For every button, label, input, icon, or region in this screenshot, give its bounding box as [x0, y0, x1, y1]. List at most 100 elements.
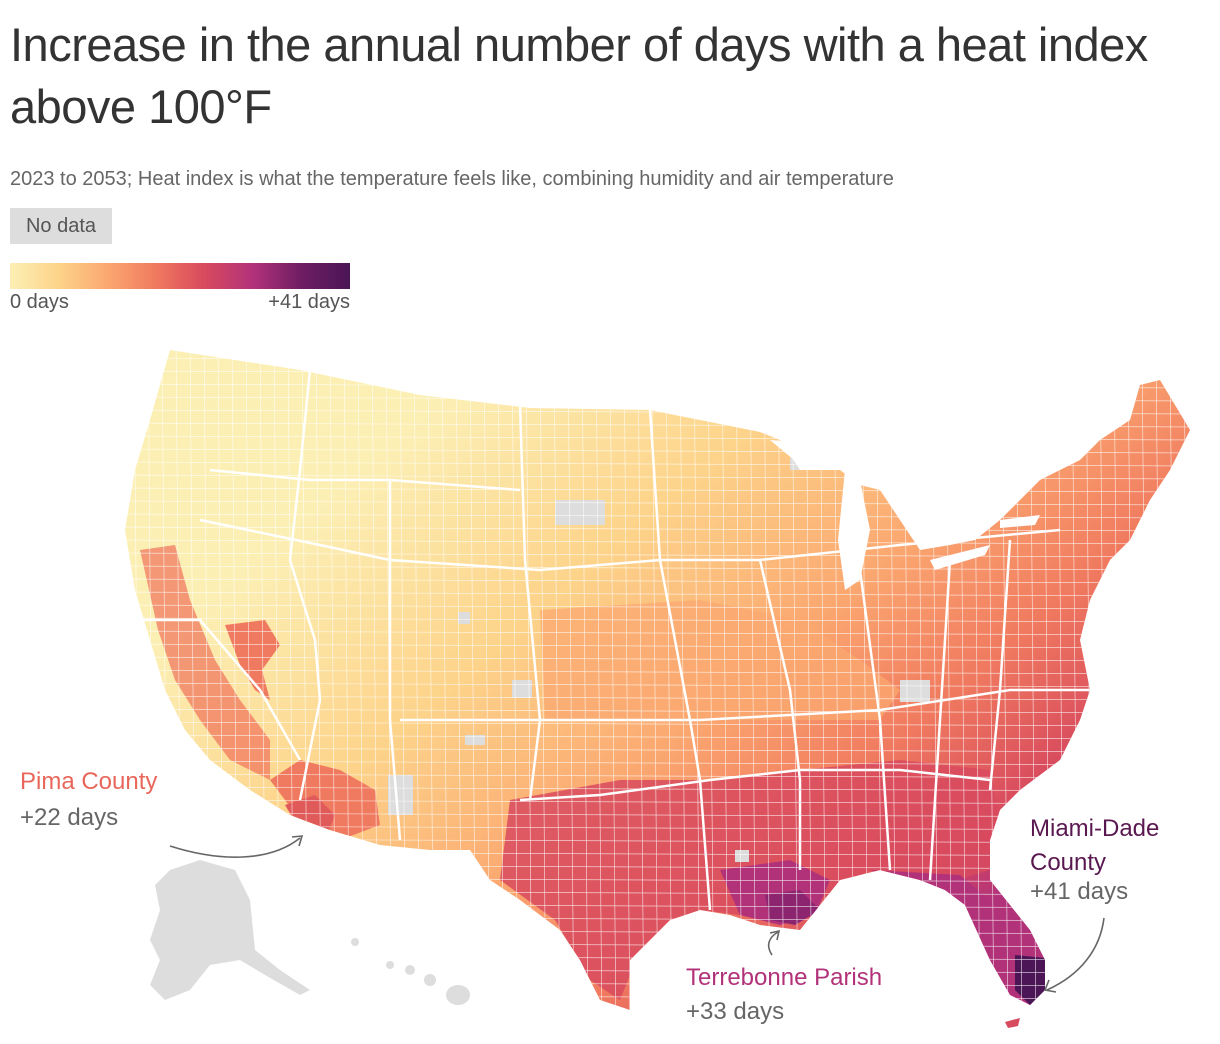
county-line — [553, 350, 561, 1010]
county-line — [125, 734, 1190, 740]
county-line — [125, 617, 1190, 623]
county-line — [125, 630, 1190, 636]
chart-subtitle: 2023 to 2053; Heat index is what the tem… — [10, 168, 894, 190]
no-data-patch — [458, 612, 470, 624]
state-border — [518, 404, 542, 801]
county-line — [125, 773, 1190, 779]
no-data-legend-swatch: No data — [10, 208, 112, 244]
lake-michigan — [838, 470, 870, 590]
no-data-patch — [735, 850, 749, 862]
county-line — [581, 350, 589, 1010]
county-line — [110, 1034, 1200, 1038]
state-border — [858, 569, 892, 871]
county-line — [125, 760, 1190, 766]
county-line — [125, 526, 1190, 532]
terrebonne-parish-value: +33 days — [686, 998, 785, 1025]
county-line — [125, 513, 1190, 519]
terrebonne-parish-region — [765, 890, 820, 925]
county-line — [567, 350, 575, 1010]
county-line — [133, 350, 141, 1010]
nevada-region — [225, 620, 280, 700]
color-scale-bar — [10, 263, 350, 289]
county-line — [125, 682, 1190, 688]
lake-erie — [930, 545, 990, 570]
county-line — [763, 350, 771, 1010]
no-data-patch — [388, 775, 413, 815]
hawaii-island — [446, 985, 470, 1005]
puerto-rico-shape — [1005, 1018, 1020, 1028]
state-border — [400, 688, 1090, 722]
florida-region — [870, 870, 1045, 1005]
terrebonne-parish-label: Terrebonne Parish — [686, 964, 883, 991]
hawaii-islands — [351, 938, 470, 1005]
no-data-patches — [388, 458, 930, 862]
hawaii-island — [424, 974, 436, 986]
no-data-patch — [465, 735, 485, 745]
legend-min-label: 0 days — [10, 291, 69, 313]
county-line — [609, 350, 617, 1010]
state-border — [388, 480, 402, 841]
county-line — [125, 643, 1190, 649]
state-border — [519, 768, 991, 802]
pima-county-label: Pima County — [20, 768, 158, 795]
callout-arrows — [169, 835, 1105, 993]
county-line — [595, 350, 603, 1010]
terrebonne-arrow — [767, 931, 779, 956]
state-borders — [130, 369, 1090, 911]
hawaii-island — [386, 961, 394, 969]
county-line — [125, 357, 1190, 363]
legend-max-label: +41 days — [268, 291, 350, 313]
california-region — [140, 545, 270, 780]
county-line — [110, 1021, 1200, 1025]
county-line — [125, 708, 1190, 714]
county-line — [125, 578, 1190, 584]
state-border — [130, 618, 302, 761]
county-line — [125, 721, 1190, 727]
county-line — [125, 786, 1190, 792]
county-line — [1198, 340, 1204, 1040]
no-data-patch — [900, 680, 930, 702]
county-line — [125, 695, 1190, 701]
chart-title: Increase in the annual number of days wi… — [10, 18, 1148, 133]
lake-huron — [895, 480, 940, 545]
county-line — [125, 591, 1190, 597]
terrebonne-arrowhead — [769, 929, 781, 941]
county-line — [125, 1007, 1190, 1010]
no-data-patch — [555, 500, 605, 525]
lake-superior — [770, 440, 880, 470]
great-lakes — [770, 440, 1040, 590]
miami-dade-value: +41 days — [1030, 878, 1129, 905]
lake-ontario — [1000, 515, 1040, 528]
hawaii-island — [405, 965, 415, 975]
miami-dade-region — [1015, 955, 1045, 1005]
state-border — [288, 369, 322, 801]
county-line — [125, 656, 1190, 662]
miami-dade-label: Miami-Dade County — [1030, 815, 1160, 876]
hotspot-layer — [140, 458, 1045, 1005]
pima-arrowhead — [291, 835, 304, 847]
county-line — [125, 669, 1190, 675]
county-line — [623, 350, 631, 1010]
state-border — [988, 539, 1012, 791]
state-border — [758, 559, 802, 870]
state-border — [928, 559, 952, 881]
miami-dade-arrow — [1046, 917, 1105, 991]
miami-dade-arrowhead — [1043, 979, 1057, 993]
state-border — [209, 468, 521, 492]
county-line — [1183, 350, 1190, 1010]
pima-arrow — [169, 837, 301, 858]
county-line — [125, 350, 127, 1010]
alaska-shape — [150, 860, 310, 1000]
county-line — [125, 604, 1190, 610]
county-line — [110, 345, 1200, 349]
arizona-region — [270, 760, 380, 840]
county-line — [637, 350, 645, 1010]
us-county-heat-map — [110, 340, 1204, 1040]
plains-region — [540, 600, 900, 720]
state-border — [199, 518, 1061, 572]
county-line — [777, 350, 785, 1010]
pima-county-value: +22 days — [20, 804, 119, 831]
hawaii-island — [351, 938, 359, 946]
county-line — [749, 350, 757, 1010]
county-line — [125, 747, 1190, 753]
